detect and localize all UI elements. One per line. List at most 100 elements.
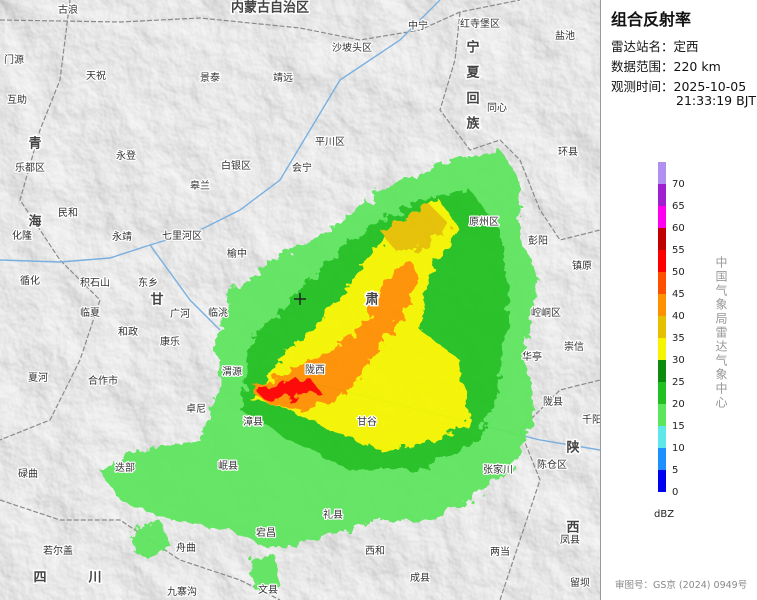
place-label: 红寺堡区 (460, 17, 500, 30)
region-label: 青 (28, 136, 41, 152)
place-label: 迭部 (115, 461, 135, 474)
legend-swatch (658, 470, 666, 492)
place-label: 和政 (118, 325, 138, 338)
place-label: 卓尼 (186, 403, 206, 415)
legend-label: 0 (672, 487, 678, 498)
place-label: 碌曲 (18, 468, 38, 480)
place-label: 白银区 (221, 159, 251, 172)
place-label: 陈仓区 (537, 458, 567, 471)
info-row: 观测时间：2025-10-05 (611, 76, 746, 95)
place-label: 彭阳 (528, 234, 548, 247)
place-label: 东乡 (138, 276, 158, 289)
place-label: 榆中 (227, 247, 247, 260)
legend-label: 45 (672, 289, 685, 300)
place-label: 张家川 (483, 463, 513, 476)
info-label: 观测时间： (611, 79, 674, 94)
legend-label: 70 (672, 179, 685, 190)
place-label: 永登 (116, 149, 136, 162)
legend-swatch (658, 316, 666, 338)
place-label: 古浪 (58, 3, 78, 16)
place-label: 崆峒区 (531, 306, 561, 319)
place-label: 若尔盖 (43, 544, 73, 557)
info-value: 21:33:19 BJT (676, 93, 757, 108)
place-label: 留坝 (570, 576, 590, 589)
region-label: 西 (566, 521, 579, 536)
legend-swatch (658, 162, 666, 184)
radar-site (294, 293, 306, 305)
place-label: 陇县 (543, 395, 563, 408)
region-label: 川 (87, 571, 101, 586)
place-label: 陇西 (305, 363, 325, 376)
place-label: 会宁 (292, 161, 312, 174)
place-label: 千阳 (582, 414, 600, 426)
legend-swatch (658, 228, 666, 250)
place-label: 漳县 (243, 415, 263, 428)
place-label: 宕昌 (256, 526, 276, 539)
credit: 中国气象局雷达气象中心 (714, 256, 728, 410)
legend-unit: dBZ (654, 509, 674, 520)
place-label: 皋兰 (190, 179, 210, 192)
region-label: 宁 (466, 40, 479, 56)
legend-swatch (658, 448, 666, 470)
place-label: 华亭 (522, 350, 542, 363)
place-label: 循化 (20, 274, 40, 287)
place-label: 积石山 (80, 277, 110, 289)
info-panel: 组合反射率 雷达站名：定西 数据范围：220 km 观测时间：2025-10-0… (600, 0, 757, 600)
place-label: 夏河 (28, 372, 48, 384)
place-label: 镇原 (572, 259, 592, 272)
place-label: 九寨沟 (167, 585, 197, 598)
legend-label: 15 (672, 421, 685, 432)
region-label: 回 (466, 92, 479, 107)
place-label: 靖远 (273, 71, 293, 84)
legend-swatch (658, 184, 666, 206)
place-label: 七里河区 (162, 230, 202, 242)
place-label: 民和 (58, 207, 78, 219)
legend: dBZ 0 5 10 15 20 25 30 35 40 45 50 55 60 65 70 (654, 162, 685, 520)
legend-swatch (658, 382, 666, 404)
legend-swatch (658, 294, 666, 316)
place-label: 原州区 (469, 216, 499, 228)
legend-label: 10 (672, 443, 685, 454)
place-label: 甘谷 (357, 415, 377, 428)
place-label: 临夏 (80, 306, 100, 319)
legend-swatch (658, 206, 666, 228)
region-label: 夏 (465, 66, 480, 81)
place-label: 凤县 (560, 534, 580, 546)
legend-swatch (658, 338, 666, 360)
legend-label: 5 (672, 465, 678, 476)
place-label: 沙坡头区 (332, 41, 372, 54)
info-value: 定西 (673, 39, 699, 54)
region-label: 陕 (566, 440, 580, 456)
place-label: 岷县 (218, 460, 238, 472)
panel-title: 组合反射率 (611, 10, 692, 29)
place-label: 临洮 (208, 306, 228, 319)
legend-label: 30 (672, 355, 685, 366)
place-label: 同心 (487, 102, 507, 114)
region-label: 四 (33, 571, 46, 586)
legend-swatch (658, 404, 666, 426)
legend-swatch (658, 250, 666, 272)
legend-swatch (658, 360, 666, 382)
legend-label: 25 (672, 377, 685, 388)
legend-label: 40 (672, 311, 685, 322)
info-value: 2025-10-05 (673, 79, 747, 94)
radar-echo (100, 150, 540, 590)
region-label: 内蒙古自治区 (231, 0, 309, 16)
province-borders (0, 0, 600, 600)
approval-number: 审图号：GS京 (2024) 0949号 (615, 580, 748, 591)
info-label: 数据范围： (611, 59, 674, 74)
region-label: 海 (28, 214, 41, 230)
legend-label: 20 (672, 399, 685, 410)
region-label: 族 (466, 116, 480, 132)
legend-label: 65 (672, 201, 685, 212)
place-label: 成县 (410, 572, 430, 584)
legend-swatch (658, 272, 666, 294)
info-row: 数据范围：220 km (611, 56, 721, 75)
legend-label: 35 (672, 333, 685, 344)
place-label: 康乐 (160, 335, 180, 348)
place-label: 永靖 (112, 230, 132, 243)
info-label: 雷达站名： (611, 39, 674, 54)
place-label: 门源 (4, 53, 24, 66)
